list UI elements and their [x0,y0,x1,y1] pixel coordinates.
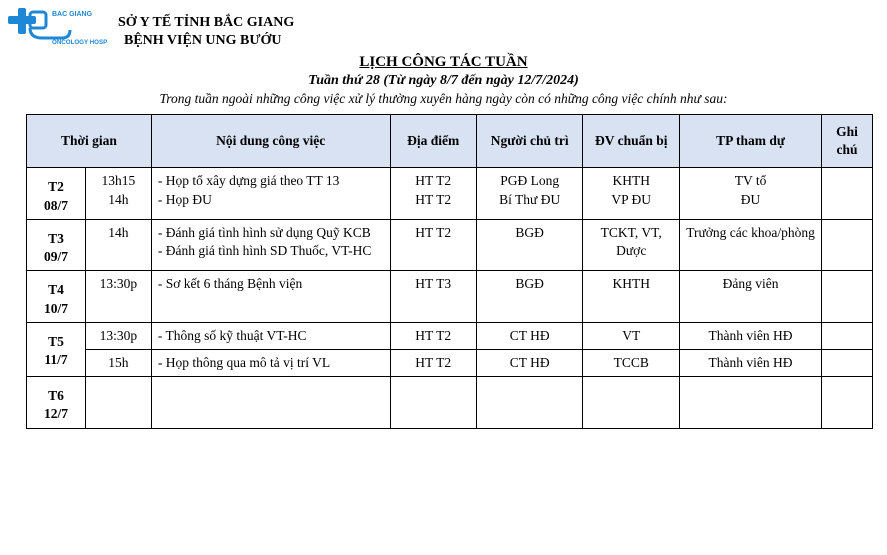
location-cell: HT T2 [390,322,476,349]
col-header-prep: ĐV chuẩn bị [583,115,679,168]
table-row: 15h- Họp thông qua mô tả vị trí VLHT T2C… [27,349,873,376]
col-header-task: Nội dung công việc [151,115,390,168]
day-cell: T612/7 [27,377,86,428]
col-header-time: Thời gian [27,115,152,168]
time-cell: 13:30p [85,271,151,322]
chair-cell [476,377,583,428]
task-cell [151,377,390,428]
attendee-cell [679,377,821,428]
prep-cell: TCCB [583,349,679,376]
svg-text:ONCOLOGY HOSP: ONCOLOGY HOSP [52,39,107,46]
attendee-cell: Đảng viên [679,271,821,322]
day-cell: T410/7 [27,271,86,322]
day-cell: T511/7 [27,322,86,376]
col-header-note: Ghi chú [822,115,873,168]
location-cell: HT T3 [390,271,476,322]
chair-cell: BGĐ [476,219,583,270]
org-line-1: SỞ Y TẾ TỈNH BẮC GIANG [118,14,294,32]
title-subtitle-week: Tuần thứ 28 (Từ ngày 8/7 đến ngày 12/7/2… [0,73,887,89]
time-cell: 14h [85,219,151,270]
time-cell: 15h [85,349,151,376]
chair-cell: CT HĐ [476,322,583,349]
note-cell [822,271,873,322]
location-cell [390,377,476,428]
time-cell: 13h1514h [85,168,151,219]
attendee-cell: Trưởng các khoa/phòng [679,219,821,270]
attendee-cell: Thành viên HĐ [679,322,821,349]
title-subtitle-note: Trong tuần ngoài những công việc xử lý t… [0,91,887,107]
chair-cell: PGĐ LongBí Thư ĐU [476,168,583,219]
task-cell: - Họp thông qua mô tả vị trí VL [151,349,390,376]
day-cell: T208/7 [27,168,86,219]
prep-cell: KHTHVP ĐU [583,168,679,219]
table-row: T511/713:30p- Thông số kỹ thuật VT-HCHT … [27,322,873,349]
document-title: LỊCH CÔNG TÁC TUẦN Tuần thứ 28 (Từ ngày … [0,54,887,107]
task-cell: - Họp tổ xây dựng giá theo TT 13- Họp ĐU [151,168,390,219]
col-header-chair: Người chủ trì [476,115,583,168]
task-cell: - Sơ kết 6 tháng Bệnh viện [151,271,390,322]
prep-cell: KHTH [583,271,679,322]
title-main: LỊCH CÔNG TÁC TUẦN [0,54,887,71]
table-row: T208/713h1514h- Họp tổ xây dựng giá theo… [27,168,873,219]
hospital-logo: BAC GIANG ONCOLOGY HOSP [8,4,118,46]
prep-cell: VT [583,322,679,349]
table-row: T410/713:30p- Sơ kết 6 tháng Bệnh việnHT… [27,271,873,322]
time-cell [85,377,151,428]
location-cell: HT T2 [390,349,476,376]
col-header-att: TP tham dự [679,115,821,168]
task-cell: - Đánh giá tình hình sử dụng Quỹ KCB- Đá… [151,219,390,270]
note-cell [822,377,873,428]
note-cell [822,322,873,349]
attendee-cell: Thành viên HĐ [679,349,821,376]
note-cell [822,168,873,219]
day-cell: T309/7 [27,219,86,270]
chair-cell: CT HĐ [476,349,583,376]
prep-cell [583,377,679,428]
org-header: SỞ Y TẾ TỈNH BẮC GIANG BỆNH VIỆN UNG BƯỚ… [118,14,294,49]
col-header-loc: Địa điểm [390,115,476,168]
note-cell [822,349,873,376]
prep-cell: TCKT, VT, Dược [583,219,679,270]
location-cell: HT T2 [390,219,476,270]
schedule-table: Thời gian Nội dung công việc Địa điểm Ng… [26,114,873,429]
table-body: T208/713h1514h- Họp tổ xây dựng giá theo… [27,168,873,428]
table-header-row: Thời gian Nội dung công việc Địa điểm Ng… [27,115,873,168]
task-cell: - Thông số kỹ thuật VT-HC [151,322,390,349]
note-cell [822,219,873,270]
attendee-cell: TV tổĐU [679,168,821,219]
chair-cell: BGĐ [476,271,583,322]
table-row: T612/7 [27,377,873,428]
org-line-2: BỆNH VIỆN UNG BƯỚU [124,32,294,50]
table-row: T309/714h- Đánh giá tình hình sử dụng Qu… [27,219,873,270]
location-cell: HT T2HT T2 [390,168,476,219]
time-cell: 13:30p [85,322,151,349]
svg-text:BAC GIANG: BAC GIANG [52,11,93,18]
